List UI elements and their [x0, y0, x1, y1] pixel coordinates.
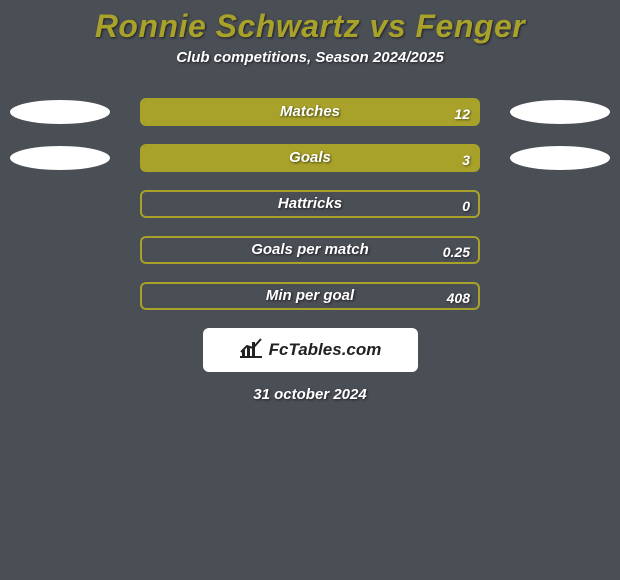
player-right-marker — [510, 100, 610, 124]
bar-label: Hattricks — [140, 190, 480, 218]
logo-box: FcTables.com — [203, 328, 418, 372]
chart-area: 12 Matches 3 Goals 0 Hattricks 0.25 — [0, 98, 620, 310]
stat-row-goals: 3 Goals — [0, 144, 620, 172]
stat-row-min-per-goal: 408 Min per goal — [0, 282, 620, 310]
date: 31 october 2024 — [0, 386, 620, 403]
player-right-marker — [510, 146, 610, 170]
player-left-marker — [10, 146, 110, 170]
bar-label: Goals per match — [140, 236, 480, 264]
bar-label: Goals — [140, 144, 480, 172]
subtitle: Club competitions, Season 2024/2025 — [0, 49, 620, 66]
stat-row-hattricks: 0 Hattricks — [0, 190, 620, 218]
bar-chart-icon — [239, 338, 263, 363]
logo-text: FcTables.com — [269, 340, 382, 360]
player-left-marker — [10, 100, 110, 124]
bar-label: Matches — [140, 98, 480, 126]
comparison-infographic: Ronnie Schwartz vs Fenger Club competiti… — [0, 0, 620, 580]
page-title: Ronnie Schwartz vs Fenger — [0, 0, 620, 45]
bar-label: Min per goal — [140, 282, 480, 310]
stat-row-matches: 12 Matches — [0, 98, 620, 126]
stat-row-goals-per-match: 0.25 Goals per match — [0, 236, 620, 264]
